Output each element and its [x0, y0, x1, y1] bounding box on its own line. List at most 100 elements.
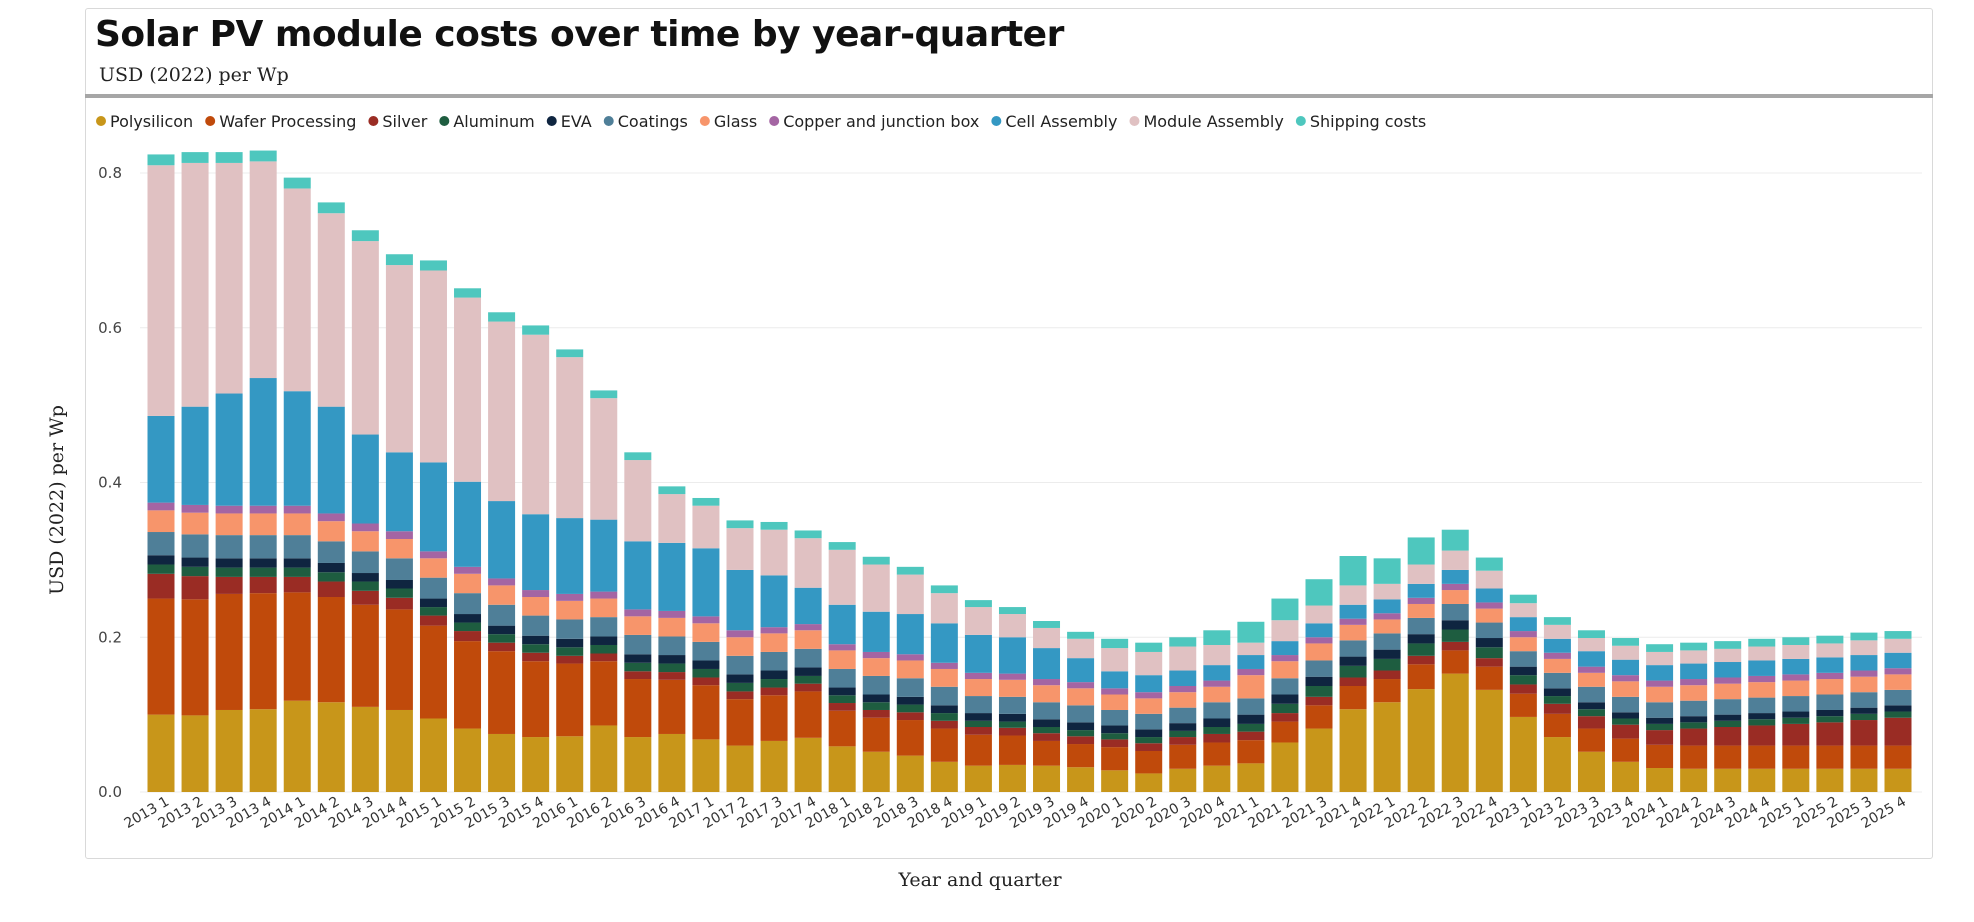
bar-stack — [317, 202, 345, 792]
legend-swatch — [546, 116, 557, 126]
bar-segment — [1373, 679, 1401, 703]
legend-label: Aluminum — [453, 112, 534, 131]
bar-segment — [1577, 751, 1605, 792]
bar-stack — [896, 566, 924, 792]
bar-segment — [1339, 709, 1367, 792]
bar-segment — [1441, 629, 1469, 642]
bar-segment — [828, 604, 856, 645]
bar-segment — [488, 634, 516, 643]
legend-label: Glass — [714, 112, 757, 131]
bar-segment — [794, 630, 822, 649]
bar-segment — [590, 617, 618, 637]
bar-segment — [1271, 598, 1299, 621]
bar-segment — [896, 574, 924, 615]
bar-segment — [181, 504, 209, 513]
bar-segment — [1782, 723, 1810, 746]
bar-segment — [590, 725, 618, 792]
bar-segment — [828, 650, 856, 669]
bar-segment — [1101, 688, 1129, 695]
bar-segment — [317, 406, 345, 514]
bar-segment — [556, 593, 584, 601]
bar-segment — [454, 593, 482, 615]
bar-segment — [351, 604, 379, 707]
bar-segment — [181, 576, 209, 600]
bar-segment — [317, 213, 345, 407]
bar-segment — [1135, 698, 1163, 714]
bar-stack — [1577, 630, 1605, 792]
bar-stack — [522, 325, 550, 792]
bar-segment — [1475, 666, 1503, 690]
bar-segment — [1680, 716, 1708, 723]
bar-segment — [147, 714, 175, 793]
bar-stack — [419, 260, 447, 792]
bar-segment — [1101, 648, 1129, 672]
bar-segment — [760, 740, 788, 792]
bar-segment — [1543, 652, 1571, 659]
bar-segment — [930, 585, 958, 594]
bar-segment — [794, 530, 822, 539]
bar-segment — [726, 520, 754, 529]
bar-segment — [896, 614, 924, 655]
bar-segment — [1577, 630, 1605, 639]
bar-segment — [1509, 617, 1537, 632]
bar-segment — [1816, 745, 1844, 769]
bar-segment — [1543, 617, 1571, 625]
bar-segment — [1407, 537, 1435, 565]
bar-segment — [249, 593, 277, 710]
bar-segment — [181, 599, 209, 716]
bar-segment — [181, 715, 209, 792]
bar-segment — [419, 607, 447, 616]
bar-segment — [1748, 660, 1776, 676]
legend-label: Copper and junction box — [783, 112, 979, 131]
bar-segment — [419, 598, 447, 608]
bar-segment — [317, 581, 345, 598]
bar-segment — [1407, 597, 1435, 604]
bar-segment — [488, 312, 516, 322]
bar-segment — [1237, 740, 1265, 764]
bar-segment — [1441, 673, 1469, 792]
bar-segment — [862, 709, 890, 718]
bar-segment — [1373, 599, 1401, 614]
y-tick-label: 0.2 — [98, 628, 122, 646]
bar-segment — [1305, 676, 1333, 686]
bar-segment — [215, 709, 243, 792]
bar-segment — [1714, 641, 1742, 649]
bar-stack — [692, 497, 720, 792]
bar-segment — [317, 541, 345, 563]
bar-segment — [998, 673, 1026, 680]
bar-segment — [1646, 768, 1674, 792]
bar-segment — [556, 647, 584, 656]
bar-segment — [147, 502, 175, 511]
bar-segment — [930, 728, 958, 762]
bar-segment — [1816, 657, 1844, 673]
bar-segment — [1543, 696, 1571, 704]
bar-segment — [385, 254, 413, 266]
bar-stack — [624, 452, 652, 792]
bar-segment — [419, 625, 447, 719]
bar-segment — [1680, 685, 1708, 701]
bar-segment — [1612, 645, 1640, 660]
bar-segment — [726, 569, 754, 631]
bar-segment — [1748, 768, 1776, 792]
y-axis-title: USD (2022) per Wp — [46, 405, 68, 595]
bar-segment — [1373, 649, 1401, 659]
bar-segment — [351, 573, 379, 582]
bar-segment — [1135, 642, 1163, 652]
bar-segment — [419, 260, 447, 271]
bar-segment — [1509, 684, 1537, 694]
bar-segment — [249, 709, 277, 792]
bar-segment — [522, 661, 550, 738]
bar-segment — [1271, 713, 1299, 722]
bar-segment — [1509, 666, 1537, 676]
bar-segment — [624, 634, 652, 655]
bar-segment — [1305, 686, 1333, 697]
bar-segment — [624, 452, 652, 461]
bar-segment — [1884, 705, 1912, 712]
bar-segment — [1339, 585, 1367, 605]
bar-segment — [590, 653, 618, 662]
legend-swatch — [205, 116, 216, 126]
bar-segment — [1850, 692, 1878, 708]
bar-segment — [1816, 643, 1844, 658]
bar-segment — [488, 604, 516, 626]
bar-segment — [1475, 570, 1503, 589]
